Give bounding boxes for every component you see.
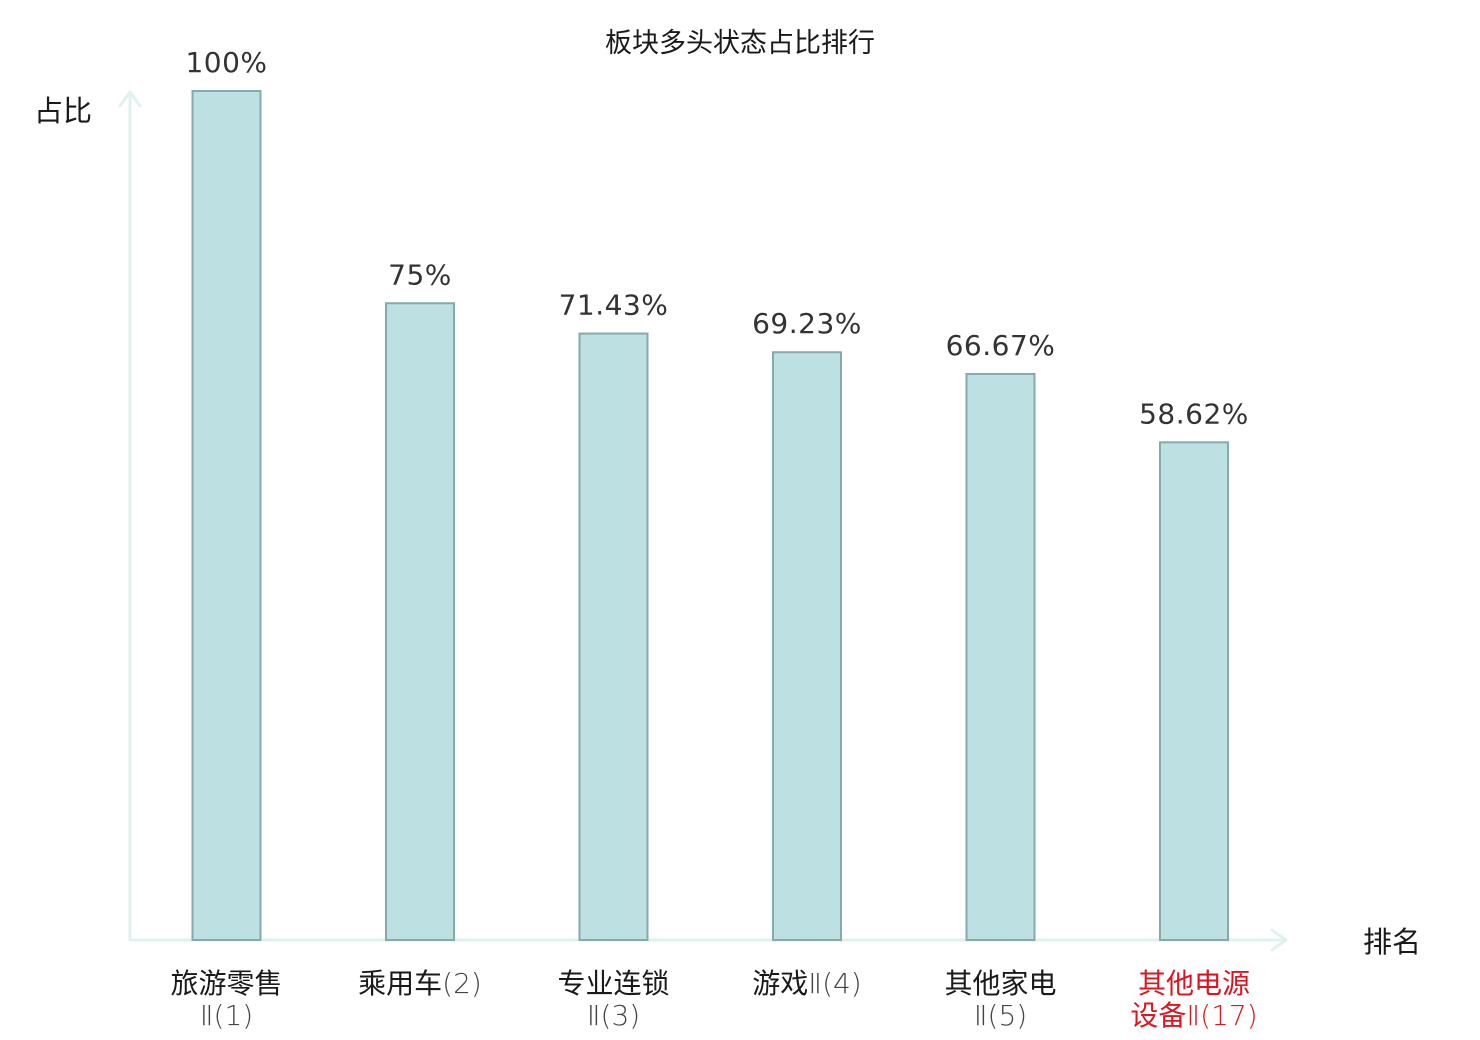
x-tick-label: Ⅱ(1) — [200, 999, 253, 1032]
bar — [578, 332, 649, 941]
bar — [1159, 441, 1229, 941]
value-labels: 100% 75% 71.43% 69.23% 66.67% 58.62% — [185, 46, 1248, 430]
bars — [191, 90, 1229, 942]
y-axis-arrow — [118, 90, 142, 108]
bar — [385, 302, 455, 941]
x-tick-label: 其他家电 — [944, 967, 1056, 1000]
bar — [965, 372, 1036, 942]
x-tick-label: 游戏Ⅱ(4) — [752, 967, 861, 1000]
x-tick-label: 旅游零售 — [170, 967, 282, 1000]
x-tick-label-main: 其他家电 — [944, 967, 1056, 1000]
x-tick-label: 乘用车(2) — [358, 967, 482, 1000]
data-label: 66.67% — [946, 329, 1056, 362]
bar — [772, 351, 842, 941]
x-tick-label-main: 其他电源 — [1138, 967, 1250, 1000]
data-label: 100% — [185, 46, 267, 79]
x-tick-label-suffix: (2) — [442, 967, 482, 1000]
x-tick-label: 设备Ⅱ(17) — [1130, 999, 1257, 1032]
x-tick-label-main: 乘用车 — [358, 967, 442, 1000]
x-tick-label-main: 专业连锁 — [557, 967, 669, 1000]
x-tick-label-main: 设备 — [1130, 999, 1186, 1032]
x-tick-label-suffix: Ⅱ(4) — [808, 967, 861, 1000]
x-axis-label: 排名 — [1363, 925, 1421, 959]
x-tick-label: 其他电源 — [1138, 967, 1250, 1000]
chart-title: 板块多头状态占比排行 — [605, 28, 875, 59]
x-tick-label-main: 游戏 — [752, 967, 808, 1000]
data-label: 75% — [388, 258, 452, 291]
data-label: 69.23% — [752, 307, 862, 340]
x-tick-label-suffix: Ⅱ(3) — [587, 999, 640, 1032]
axes — [118, 90, 1288, 952]
x-tick-label: Ⅱ(3) — [587, 999, 640, 1032]
x-tick-label-suffix: Ⅱ(1) — [200, 999, 253, 1032]
x-tick-label: 专业连锁 — [557, 967, 669, 1000]
bar — [191, 90, 262, 941]
x-tick-label: Ⅱ(5) — [974, 999, 1027, 1032]
x-tick-label-suffix: Ⅱ(17) — [1186, 999, 1257, 1032]
x-tick-label-suffix: Ⅱ(5) — [974, 999, 1027, 1032]
x-tick-label-main: 旅游零售 — [170, 967, 282, 1000]
y-axis-label: 占比 — [34, 94, 92, 128]
data-label: 58.62% — [1139, 397, 1249, 430]
x-axis-arrow — [1270, 928, 1288, 952]
data-label: 71.43% — [559, 289, 669, 322]
